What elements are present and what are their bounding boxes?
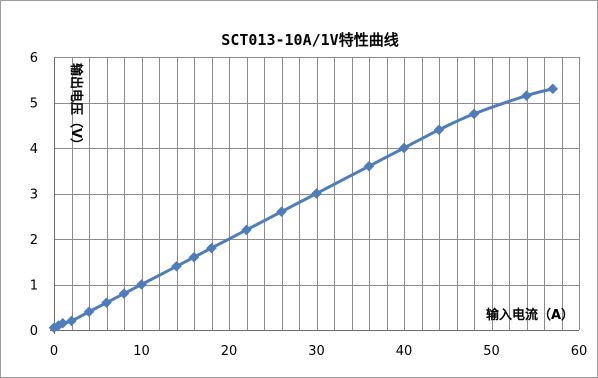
data-point-marker (276, 206, 287, 218)
data-point-marker (66, 315, 77, 327)
y-tick-label: 5 (30, 97, 38, 112)
data-point-marker (433, 124, 445, 136)
x-tick-label: 0 (50, 344, 58, 359)
chart-title: SCT013-10A/1V特性曲线 (221, 31, 398, 49)
data-point-marker (188, 251, 200, 263)
y-axis-label: 输出电压（V） (68, 63, 84, 151)
data-point-marker (521, 90, 532, 102)
x-tick-label: 10 (133, 344, 150, 359)
x-axis-label: 输入电流（A） (486, 307, 574, 323)
data-point-marker (363, 160, 375, 172)
y-tick-label: 6 (30, 51, 38, 66)
data-point-marker (241, 224, 252, 236)
data-point-marker (83, 306, 95, 318)
data-point-marker (118, 288, 130, 299)
data-point-marker (171, 260, 182, 272)
y-tick-labels: 0 1 2 3 4 5 6 (30, 51, 38, 339)
data-point-marker (398, 142, 410, 154)
data-point-marker (206, 242, 217, 254)
data-point-marker (57, 317, 69, 329)
axes (50, 57, 579, 334)
data-point-marker (311, 188, 322, 199)
y-tick-label: 3 (30, 188, 38, 203)
y-tick-label: 1 (30, 279, 38, 294)
x-tick-label: 20 (221, 344, 238, 359)
x-tick-label: 60 (571, 344, 588, 359)
y-tick-label: 4 (30, 142, 38, 157)
x-tick-label: 50 (483, 344, 500, 359)
series-group (48, 83, 559, 334)
y-tick-label: 2 (30, 233, 38, 248)
y-tick-label: 0 (30, 324, 38, 339)
x-tick-labels: 0 10 20 30 40 50 60 (50, 344, 587, 359)
data-point-marker (547, 83, 559, 95)
data-point-marker (468, 108, 480, 120)
data-point-marker (136, 279, 147, 290)
x-tick-label: 40 (396, 344, 413, 359)
x-tick-label: 30 (308, 344, 325, 359)
data-point-marker (101, 297, 112, 309)
